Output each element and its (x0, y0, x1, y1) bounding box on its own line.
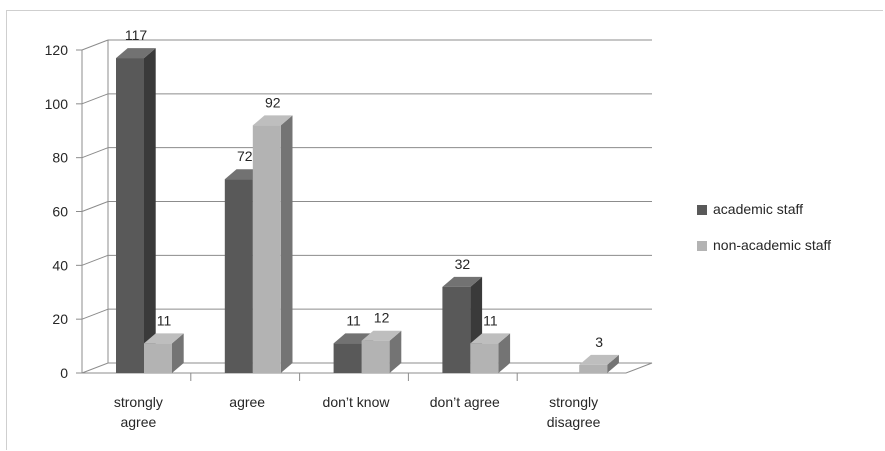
gridline-side (81, 201, 109, 212)
y-tick-label: 40 (52, 257, 68, 273)
category-label: strongly disagree (547, 394, 601, 430)
bar-top (579, 354, 619, 365)
bar-front (144, 343, 172, 373)
y-tick-label: 100 (45, 96, 69, 112)
legend-label: non-academic staff (713, 237, 831, 253)
bar-side (144, 48, 156, 373)
bar-front (361, 340, 390, 373)
x-axis: strongly agree agree don’t know don’t agree s… (114, 373, 601, 430)
y-tick-label: 20 (52, 311, 68, 327)
y-tick-label: 60 (52, 204, 68, 220)
data-label: 32 (455, 256, 471, 272)
legend-swatch (697, 205, 707, 215)
category-label: don’t know (323, 394, 391, 410)
data-label: 72 (237, 148, 253, 164)
bar-front (470, 343, 499, 373)
data-label: 117 (125, 27, 148, 43)
gridline-side (81, 147, 109, 159)
bar-side (607, 354, 619, 373)
y-axis: 0 20 40 60 80 100 120 (45, 42, 82, 381)
category-label: don’t agree (430, 394, 500, 410)
y-tick-label: 0 (60, 365, 68, 381)
bar-side (280, 115, 293, 373)
bar-top (361, 330, 402, 341)
bar (361, 330, 402, 373)
bar (252, 115, 293, 373)
bar-top (116, 48, 156, 59)
gridline-side (81, 39, 109, 51)
data-labels: 117 72 11 32 11 92 12 11 3 (125, 27, 603, 350)
bar-front (442, 286, 471, 373)
bar-front (579, 364, 608, 373)
legend-label: academic staff (713, 201, 803, 217)
data-label: 12 (374, 310, 390, 326)
y-tick-label: 80 (52, 150, 68, 166)
bar (470, 333, 511, 373)
bar-side (389, 330, 402, 373)
data-label: 3 (595, 334, 603, 350)
data-label: 11 (157, 312, 172, 328)
category-label: strongly agree (114, 394, 163, 430)
bar-front (116, 58, 144, 373)
data-label: 11 (346, 312, 361, 328)
bar-top (442, 276, 483, 287)
bar-top (144, 333, 184, 344)
data-label: 92 (265, 94, 281, 110)
bar-front (224, 179, 253, 373)
bar-top (470, 333, 511, 344)
bar (144, 333, 184, 373)
bar (116, 48, 156, 373)
category-label: agree (229, 394, 265, 410)
y-tick-label: 120 (45, 42, 69, 58)
bar-side (498, 333, 511, 373)
gridlines (81, 39, 652, 320)
bar-top (252, 115, 293, 126)
bar-side (172, 333, 184, 373)
legend-swatch (697, 241, 707, 251)
gridline-side (81, 254, 109, 266)
bar-front (333, 343, 362, 373)
legend: academic staff non-academic staff (697, 201, 831, 253)
bars (116, 48, 619, 373)
bar-front (252, 125, 281, 373)
gridline-side (81, 308, 109, 320)
gridline-side (81, 93, 109, 105)
bar (579, 354, 619, 373)
data-label: 11 (483, 312, 498, 328)
